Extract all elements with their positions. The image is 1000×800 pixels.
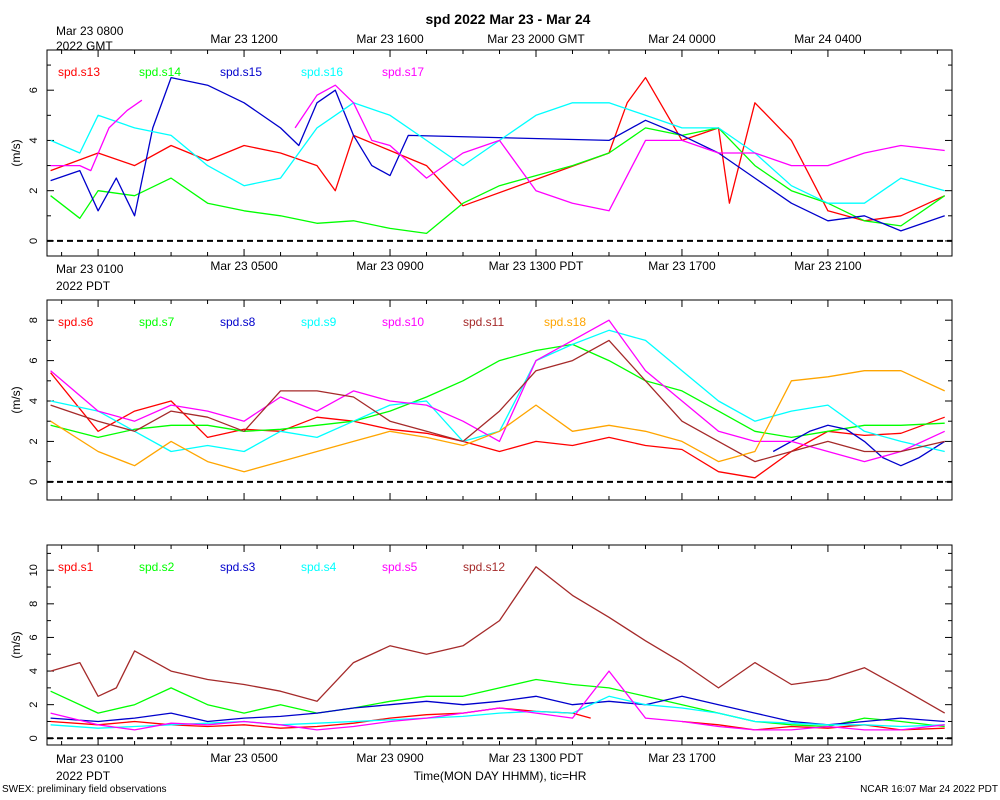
gmt-tick-label: Mar 23 2000 GMT (487, 32, 585, 46)
series-line-spd-s3 (50, 695, 945, 726)
legend-spd-s2: spd.s2 (139, 560, 175, 574)
pdt-bottom-corner-label-1: Mar 23 0100 (56, 752, 124, 766)
legend-spd-s12: spd.s12 (463, 560, 505, 574)
panel-frame (46, 299, 953, 501)
gmt-corner-label-2: 2022 GMT (56, 39, 113, 53)
y-tick-label: 0 (28, 238, 40, 244)
legend-spd-s17: spd.s17 (382, 65, 424, 79)
chart-layers: Mar 23 1200 Mar 23 1600 Mar 23 2000 GMT Mar… (9, 32, 953, 765)
series-line-spd-s17 (294, 84, 945, 212)
y-tick-label: 6 (28, 358, 40, 364)
x-axis-label: Time(MON DAY HHMM), tic=HR (414, 769, 587, 783)
legend-spd-s7: spd.s7 (139, 315, 175, 329)
y-axis-label: (m/s) (9, 386, 23, 413)
legend-spd-s5: spd.s5 (382, 560, 418, 574)
gmt-tick-label: Mar 24 0400 (794, 32, 862, 46)
y-tick-label: 6 (28, 87, 40, 93)
pdt-tick-label: Mar 23 0500 (210, 259, 278, 273)
chart-title: spd 2022 Mar 23 - Mar 24 (426, 11, 591, 27)
pdt-tick-label: Mar 23 1300 PDT (489, 259, 584, 273)
y-tick-label: 0 (28, 735, 40, 741)
pdt-tick-label: Mar 23 1300 PDT (489, 751, 584, 765)
series-line-spd-s16 (50, 102, 945, 204)
pdt-tick-label: Mar 23 1700 (648, 259, 716, 273)
pdt-bottom-corner-label-2: 2022 PDT (56, 769, 111, 783)
legend-spd-s10: spd.s10 (382, 315, 424, 329)
series-line-spd-s7 (50, 343, 945, 439)
y-tick-label: 6 (28, 634, 40, 640)
series-line-spd-s4 (50, 695, 945, 729)
gmt-tick-label: Mar 24 0000 (648, 32, 716, 46)
y-axis-label: (m/s) (9, 139, 23, 166)
series-line-spd-s12 (50, 566, 946, 714)
series-line-spd-s11 (50, 339, 945, 463)
series-line-spd-s2 (50, 678, 945, 728)
legend-spd-s1: spd.s1 (58, 560, 94, 574)
legend-spd-s18: spd.s18 (544, 315, 586, 329)
y-tick-label: 2 (28, 438, 40, 444)
y-tick-label: 8 (28, 601, 40, 607)
legend-spd-s9: spd.s9 (301, 315, 337, 329)
series-line-spd-s18 (50, 370, 945, 473)
series-line-spd-s9 (50, 329, 945, 453)
series-line-spd-s5 (50, 670, 945, 731)
pdt-tick-label: Mar 23 0900 (356, 751, 424, 765)
series-line-spd-s8 (772, 424, 946, 467)
legend-spd-s13: spd.s13 (58, 65, 100, 79)
pdt-tick-label: Mar 23 2100 (794, 259, 862, 273)
legend-spd-s16: spd.s16 (301, 65, 343, 79)
y-tick-label: 8 (28, 317, 40, 323)
panel-frame (46, 49, 953, 257)
panel-2: 0 2 4 6 8 (m/s) spd.s6 spd.s7 spd.s8 spd.s9 spd.s1… (9, 299, 953, 501)
series-line-spd-s1 (681, 720, 945, 731)
y-tick-label: 10 (28, 564, 40, 576)
legend-spd-s3: spd.s3 (220, 560, 256, 574)
y-tick-label: 2 (28, 702, 40, 708)
series-line-spd-s10 (50, 319, 945, 463)
legend-spd-s8: spd.s8 (220, 315, 256, 329)
panel-1: 0 2 4 6 (m/s) spd.s13 spd.s14 spd.s15 spd.s16 spd… (9, 49, 953, 257)
series-line-spd-s15 (50, 76, 945, 232)
pdt-corner-label-2: 2022 PDT (56, 279, 111, 293)
pdt-tick-label: Mar 23 2100 (794, 751, 862, 765)
gmt-tick-label: Mar 23 1200 (210, 32, 278, 46)
pdt-tick-label: Mar 23 1700 (648, 751, 716, 765)
y-tick-label: 4 (28, 668, 40, 674)
legend-spd-s14: spd.s14 (139, 65, 181, 79)
footer-left-note: SWEX: preliminary field observations (2, 784, 167, 795)
y-tick-label: 2 (28, 188, 40, 194)
legend-spd-s15: spd.s15 (220, 65, 262, 79)
series-line-spd-s13 (50, 76, 945, 222)
y-tick-label: 4 (28, 398, 40, 404)
legend-spd-s4: spd.s4 (301, 560, 337, 574)
gmt-tick-label: Mar 23 1600 (356, 32, 424, 46)
panel-frame (46, 544, 953, 746)
pdt-tick-label: Mar 23 0500 (210, 751, 278, 765)
pdt-corner-label-1: Mar 23 0100 (56, 262, 124, 276)
legend-spd-s6: spd.s6 (58, 315, 94, 329)
y-tick-label: 0 (28, 479, 40, 485)
footer-right-note: NCAR 16:07 Mar 24 2022 PDT (860, 784, 998, 795)
panel-3: 0 2 4 6 8 10 (m/s) spd.s1 spd.s2 spd.s3 spd.s4 spd.… (9, 544, 953, 746)
y-axis-label: (m/s) (9, 631, 23, 658)
gmt-corner-label-1: Mar 23 0800 (56, 24, 124, 38)
series-line-spd-s14 (50, 127, 946, 235)
legend-spd-s11: spd.s11 (463, 315, 504, 329)
y-tick-label: 4 (28, 137, 40, 143)
series-line-spd-s1 (50, 707, 591, 729)
pdt-tick-label: Mar 23 0900 (356, 259, 424, 273)
series-line-spd-s17 (50, 99, 143, 172)
